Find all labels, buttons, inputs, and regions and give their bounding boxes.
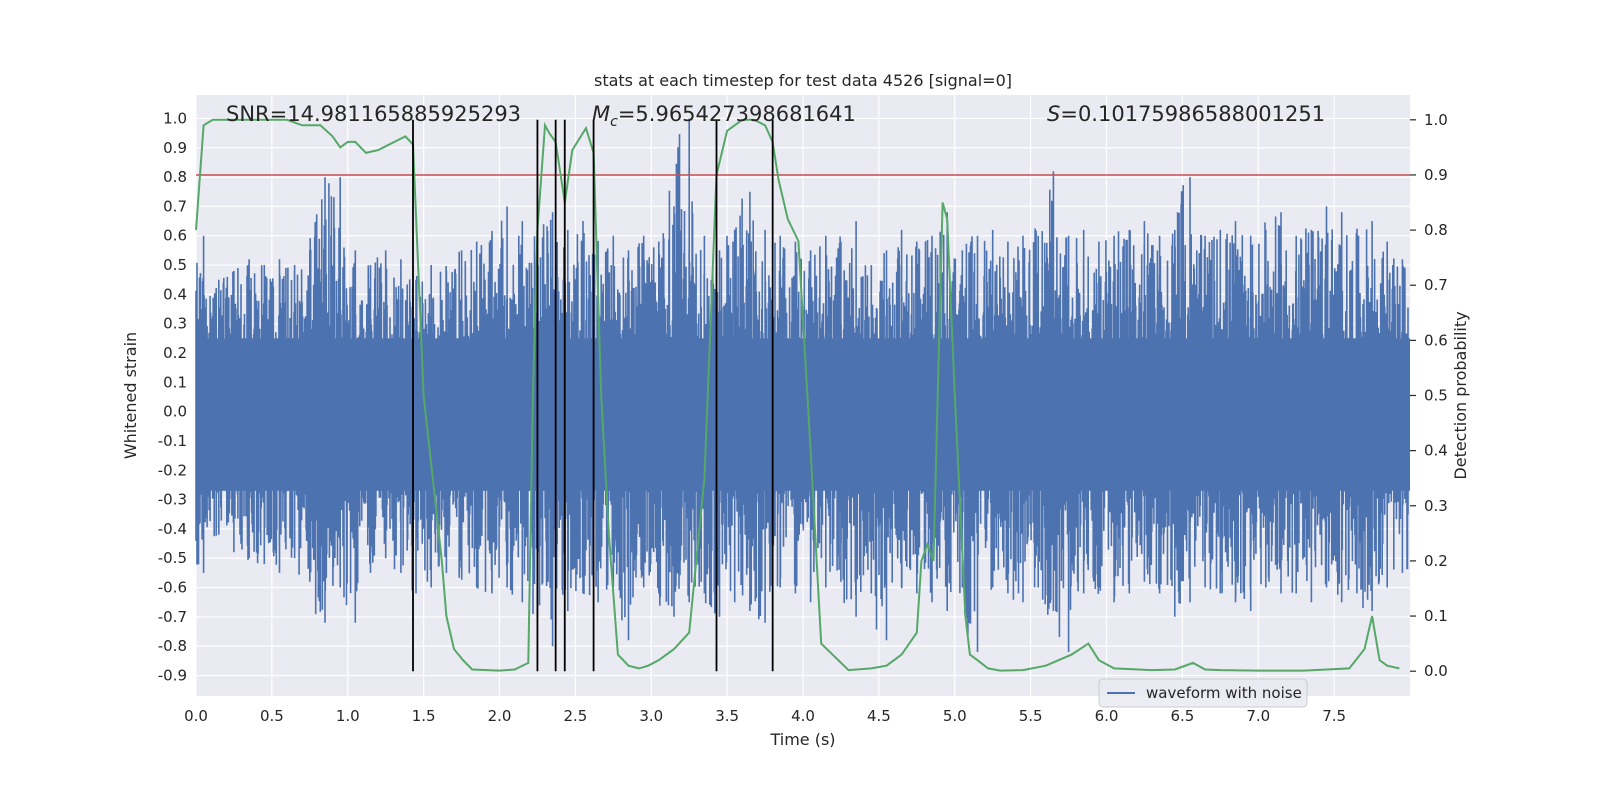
right-y-tick-label: 0.0 — [1424, 662, 1448, 680]
x-tick-label: 0.5 — [260, 707, 284, 725]
x-tick-label: 5.5 — [1019, 707, 1043, 725]
x-tick-label: 4.0 — [791, 707, 815, 725]
x-tick-label: 3.5 — [715, 707, 739, 725]
legend-box — [1098, 678, 1308, 708]
left-y-tick-label: 0.4 — [163, 285, 187, 303]
x-tick-label: 7.0 — [1246, 707, 1270, 725]
waveform-series — [195, 118, 1410, 652]
right-y-tick-label: 0.2 — [1424, 552, 1448, 570]
left-y-tick-label: 0.0 — [163, 403, 187, 421]
left-y-tick-label: -0.2 — [158, 461, 187, 479]
left-y-tick-label: 0.1 — [163, 373, 187, 391]
x-axis-ticks: 0.0 0.5 1.0 1.5 2.0 2.5 3.0 3.5 4.0 4.5 5.0 5.5 6.0 6… — [184, 707, 1346, 725]
legend-label: waveform with noise — [1146, 684, 1302, 702]
vertical-markers — [412, 119, 774, 672]
left-y-tick-label: -0.9 — [158, 666, 187, 684]
x-tick-label: 7.5 — [1322, 707, 1346, 725]
chart-title: stats at each timestep for test data 452… — [594, 71, 1012, 90]
left-y-tick-label: 0.9 — [163, 139, 187, 157]
left-y-tick-label: 0.6 — [163, 227, 187, 245]
right-y-tick-label: 1.0 — [1424, 111, 1448, 129]
left-y-tick-label: 0.7 — [163, 197, 187, 215]
x-tick-label: 2.0 — [488, 707, 512, 725]
x-tick-label: 5.0 — [943, 707, 967, 725]
chirp-mass-value: =5.965427398681641 — [618, 102, 856, 126]
s-value: =0.10175986588001251 — [1060, 102, 1325, 126]
left-y-tick-label: -0.5 — [158, 549, 187, 567]
right-y-tick-label: 0.3 — [1424, 497, 1448, 515]
right-y-axis-ticks: 1.0 0.9 0.8 0.7 0.6 0.5 0.4 0.3 0.2 0.1 0.0 — [1410, 111, 1448, 680]
chirp-mass-annotation: Mc=5.965427398681641 — [592, 102, 856, 130]
left-y-tick-label: 0.8 — [163, 168, 187, 186]
right-y-tick-label: 0.4 — [1424, 442, 1448, 460]
left-y-tick-label: -0.8 — [158, 637, 187, 655]
s-statistic-annotation: S=0.10175986588001251 — [1047, 102, 1325, 126]
x-tick-label: 2.5 — [563, 707, 587, 725]
x-tick-label: 6.5 — [1170, 707, 1194, 725]
x-tick-label: 1.0 — [336, 707, 360, 725]
x-tick-label: 1.5 — [412, 707, 436, 725]
chirp-mass-subscript: c — [610, 114, 618, 130]
snr-annotation: SNR=14.981165885925293 — [226, 102, 521, 126]
legend: waveform with noise — [1098, 678, 1308, 708]
x-tick-label: 4.5 — [867, 707, 891, 725]
left-y-tick-label: 0.3 — [163, 315, 187, 333]
left-y-tick-label: -0.1 — [158, 432, 187, 450]
s-symbol: S — [1047, 102, 1060, 126]
x-axis-label: Time (s) — [769, 730, 835, 749]
left-y-tick-label: -0.7 — [158, 608, 187, 626]
left-y-tick-label: 0.2 — [163, 344, 187, 362]
waveform-line — [195, 118, 1409, 652]
right-y-tick-label: 0.8 — [1424, 221, 1448, 239]
left-y-tick-label: -0.4 — [158, 520, 187, 538]
right-y-tick-label: 0.9 — [1424, 166, 1448, 184]
left-y-tick-label: 1.0 — [163, 109, 187, 127]
x-tick-label: 0.0 — [184, 707, 208, 725]
right-y-tick-label: 0.5 — [1424, 387, 1448, 405]
x-tick-label: 6.0 — [1095, 707, 1119, 725]
chirp-mass-symbol: M — [592, 102, 610, 126]
right-y-tick-label: 0.7 — [1424, 276, 1448, 294]
right-y-tick-label: 0.6 — [1424, 331, 1448, 349]
left-y-tick-label: 0.5 — [163, 256, 187, 274]
x-tick-label: 3.0 — [639, 707, 663, 725]
left-y-axis-label: Whitened strain — [121, 332, 140, 459]
left-y-tick-label: -0.6 — [158, 579, 187, 597]
left-y-tick-label: -0.3 — [158, 491, 187, 509]
right-y-axis-label: Detection probability — [1451, 311, 1470, 479]
right-y-tick-label: 0.1 — [1424, 607, 1448, 625]
probability-line — [195, 118, 1400, 672]
left-y-axis-ticks: 1.0 0.9 0.8 0.7 0.6 0.5 0.4 0.3 0.2 0.1 0.0 -0.1 -0.… — [158, 109, 187, 684]
probability-series — [195, 118, 1400, 672]
